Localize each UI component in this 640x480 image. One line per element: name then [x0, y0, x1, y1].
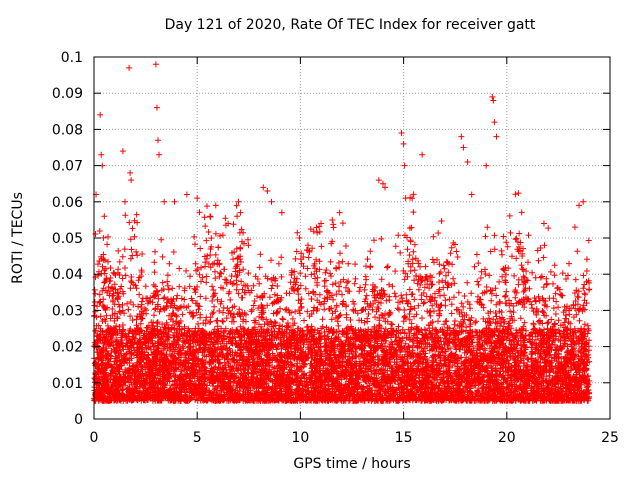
scatter-cloud: [91, 190, 593, 404]
y-tick-label: 0.06: [52, 195, 83, 211]
scatter-point: [402, 195, 409, 202]
scatter-point: [375, 177, 382, 184]
scatter-point: [398, 130, 405, 137]
x-tick-label: 25: [601, 430, 619, 446]
scatter-point: [126, 64, 133, 71]
scatter-point: [490, 97, 497, 104]
scatter-point: [540, 220, 547, 227]
scatter-point: [119, 148, 126, 155]
y-tick-label: 0.08: [52, 122, 83, 138]
scatter-point: [571, 224, 578, 231]
y-axis-ticks: 0 0.01 0.02 0.03 0.04 0.05 0.06 0.07 0.08 0.09 0.1: [52, 50, 610, 428]
scatter-point: [237, 209, 244, 216]
y-tick-label: 0.04: [52, 267, 83, 283]
scatter-point: [225, 220, 232, 227]
x-axis-label: GPS time / hours: [293, 456, 411, 472]
scatter-point: [278, 209, 285, 216]
x-tick-label: 10: [291, 430, 309, 446]
scatter-point: [152, 61, 159, 68]
scatter-point: [101, 213, 108, 220]
scatter-points: [91, 190, 593, 404]
scatter-point: [153, 104, 160, 111]
y-tick-label: 0.02: [52, 340, 83, 356]
scatter-peaks: [93, 61, 587, 231]
chart-title: Day 121 of 2020, Rate Of TEC Index for r…: [164, 17, 536, 33]
x-tick-label: 5: [193, 430, 202, 446]
scatter-point: [419, 151, 426, 158]
scatter-point: [156, 151, 163, 158]
scatter-point: [483, 162, 490, 169]
scatter-point: [489, 93, 496, 100]
x-tick-label: 0: [90, 430, 99, 446]
x-axis-ticks: 0 5 10 15 20 25: [90, 57, 619, 446]
y-tick-label: 0.05: [52, 231, 83, 247]
scatter-point: [268, 198, 275, 205]
scatter-point: [468, 191, 475, 198]
scatter-point: [493, 133, 500, 140]
scatter-point: [382, 184, 389, 191]
x-tick-label: 15: [395, 430, 413, 446]
scatter-point: [98, 151, 105, 158]
scatter-point: [464, 158, 471, 165]
scatter-point: [183, 191, 190, 198]
scatter-point: [171, 198, 178, 205]
scatter-point: [336, 209, 343, 216]
scatter-point: [260, 184, 267, 191]
scatter-point: [580, 198, 587, 205]
scatter-point: [154, 137, 161, 144]
y-tick-label: 0.03: [52, 303, 83, 319]
scatter-point: [318, 220, 325, 227]
scatter-point: [401, 162, 408, 169]
scatter-point: [379, 180, 386, 187]
scatter-point: [458, 133, 465, 140]
scatter-point: [576, 202, 583, 209]
y-tick-label: 0.07: [52, 159, 83, 175]
y-axis-label: ROTI / TECUs: [10, 192, 26, 284]
scatter-point: [161, 198, 168, 205]
scatter-point: [97, 111, 104, 118]
scatter-point: [212, 202, 219, 209]
y-tick-label: 0.1: [61, 50, 83, 66]
scatter-point: [235, 198, 242, 205]
scatter-point: [400, 140, 407, 147]
scatter-point: [128, 177, 135, 184]
scatter-point: [194, 195, 201, 202]
x-tick-label: 20: [498, 430, 516, 446]
scatter-point: [491, 119, 498, 126]
scatter-point: [264, 187, 271, 194]
scatter-point: [127, 169, 134, 176]
y-tick-label: 0.01: [52, 376, 83, 392]
y-tick-label: 0.09: [52, 86, 83, 102]
y-tick-label: 0: [74, 412, 83, 428]
scatter-point: [460, 144, 467, 151]
